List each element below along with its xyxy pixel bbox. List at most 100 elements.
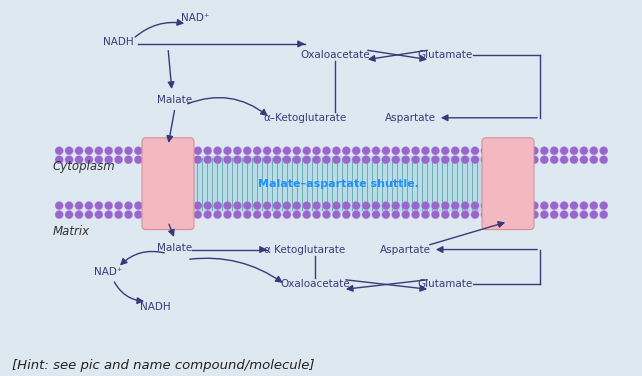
- Circle shape: [481, 211, 489, 219]
- Circle shape: [600, 202, 608, 210]
- Circle shape: [401, 211, 410, 219]
- Circle shape: [600, 211, 608, 219]
- Circle shape: [570, 202, 578, 210]
- Circle shape: [75, 211, 83, 219]
- Circle shape: [65, 202, 73, 210]
- Circle shape: [125, 147, 133, 155]
- Circle shape: [560, 156, 568, 164]
- Circle shape: [471, 202, 479, 210]
- Circle shape: [313, 202, 321, 210]
- Circle shape: [243, 147, 252, 155]
- Circle shape: [134, 202, 143, 210]
- Circle shape: [401, 156, 410, 164]
- Circle shape: [362, 202, 370, 210]
- Circle shape: [144, 202, 153, 210]
- Circle shape: [441, 156, 449, 164]
- Circle shape: [164, 156, 172, 164]
- Circle shape: [85, 202, 93, 210]
- Circle shape: [372, 211, 380, 219]
- Circle shape: [431, 156, 440, 164]
- Circle shape: [253, 202, 261, 210]
- Circle shape: [490, 147, 499, 155]
- Text: NADH: NADH: [103, 37, 134, 47]
- Circle shape: [144, 147, 153, 155]
- Circle shape: [461, 211, 469, 219]
- Circle shape: [401, 202, 410, 210]
- Circle shape: [580, 156, 588, 164]
- Circle shape: [392, 211, 400, 219]
- Circle shape: [273, 202, 281, 210]
- FancyBboxPatch shape: [190, 156, 486, 212]
- Circle shape: [461, 156, 469, 164]
- Circle shape: [550, 156, 559, 164]
- Circle shape: [293, 202, 301, 210]
- Circle shape: [213, 147, 221, 155]
- Circle shape: [510, 202, 519, 210]
- Circle shape: [520, 156, 529, 164]
- Circle shape: [174, 202, 182, 210]
- Circle shape: [273, 211, 281, 219]
- Text: Glutamate: Glutamate: [417, 50, 473, 60]
- Circle shape: [342, 211, 351, 219]
- Circle shape: [263, 211, 272, 219]
- Circle shape: [490, 156, 499, 164]
- Circle shape: [154, 147, 162, 155]
- Circle shape: [570, 211, 578, 219]
- Circle shape: [332, 147, 341, 155]
- Circle shape: [322, 147, 331, 155]
- Circle shape: [490, 202, 499, 210]
- Text: Oxaloacetate: Oxaloacetate: [300, 50, 370, 60]
- Circle shape: [134, 156, 143, 164]
- Circle shape: [510, 156, 519, 164]
- Circle shape: [75, 202, 83, 210]
- Text: Matrix: Matrix: [53, 224, 90, 238]
- Circle shape: [282, 156, 291, 164]
- Circle shape: [441, 211, 449, 219]
- Circle shape: [520, 211, 529, 219]
- Circle shape: [233, 202, 241, 210]
- Circle shape: [431, 211, 440, 219]
- Circle shape: [204, 202, 212, 210]
- Circle shape: [412, 147, 420, 155]
- Circle shape: [362, 147, 370, 155]
- Circle shape: [421, 156, 429, 164]
- Text: α Ketoglutarate: α Ketoglutarate: [265, 244, 345, 255]
- Circle shape: [273, 156, 281, 164]
- Circle shape: [114, 202, 123, 210]
- Circle shape: [550, 202, 559, 210]
- Circle shape: [164, 202, 172, 210]
- Circle shape: [510, 147, 519, 155]
- Circle shape: [194, 202, 202, 210]
- Circle shape: [75, 156, 83, 164]
- Circle shape: [530, 211, 539, 219]
- Circle shape: [174, 147, 182, 155]
- Circle shape: [223, 156, 232, 164]
- Circle shape: [105, 156, 113, 164]
- Circle shape: [421, 211, 429, 219]
- Circle shape: [461, 147, 469, 155]
- Circle shape: [352, 211, 360, 219]
- Circle shape: [332, 156, 341, 164]
- Circle shape: [580, 147, 588, 155]
- Circle shape: [114, 147, 123, 155]
- Text: NAD⁺: NAD⁺: [94, 267, 122, 276]
- Circle shape: [263, 147, 272, 155]
- Text: Malate: Malate: [157, 95, 193, 105]
- Circle shape: [589, 156, 598, 164]
- Circle shape: [302, 156, 311, 164]
- Circle shape: [412, 211, 420, 219]
- Circle shape: [65, 147, 73, 155]
- Circle shape: [125, 156, 133, 164]
- Circle shape: [550, 211, 559, 219]
- Circle shape: [510, 211, 519, 219]
- Circle shape: [293, 211, 301, 219]
- Circle shape: [282, 147, 291, 155]
- Circle shape: [174, 156, 182, 164]
- Circle shape: [589, 147, 598, 155]
- Circle shape: [85, 147, 93, 155]
- Circle shape: [204, 211, 212, 219]
- Circle shape: [194, 211, 202, 219]
- Text: NADH: NADH: [140, 302, 170, 312]
- Text: Glutamate: Glutamate: [417, 279, 473, 290]
- Circle shape: [263, 156, 272, 164]
